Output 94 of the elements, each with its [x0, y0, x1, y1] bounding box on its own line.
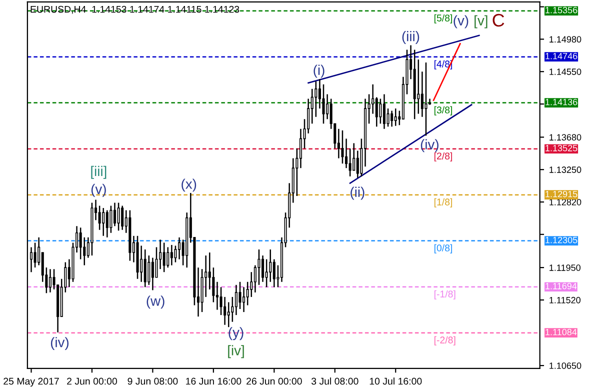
- candlestick: [375, 96, 378, 128]
- y-tick-label: 1.11520: [550, 296, 580, 304]
- candlestick: [272, 258, 276, 288]
- ref-line-label: 1.12305: [546, 236, 578, 244]
- x-tick-label: 16 Jun 16:00: [186, 378, 242, 385]
- candlestick: [314, 80, 318, 118]
- candlestick: [174, 245, 177, 263]
- candlestick: [170, 244, 173, 266]
- annotation: [-2/8]: [434, 336, 456, 346]
- annotation: [iii]: [91, 166, 106, 179]
- candlestick: [148, 254, 150, 286]
- annotation: C: [492, 14, 504, 27]
- candlestick: [121, 205, 124, 230]
- candlestick: [234, 284, 238, 316]
- candlestick: [231, 296, 234, 322]
- candlestick: [162, 242, 166, 273]
- annotation: [3/8]: [434, 106, 452, 116]
- y-tick-label: 1.10650: [550, 362, 582, 369]
- x-tick-label: 26 Jun 00:00: [246, 378, 302, 385]
- ref-line-label: 1.15356: [546, 6, 578, 14]
- annotation: [v]: [474, 15, 488, 28]
- x-tick-label: 25 May 2017: [4, 378, 59, 387]
- x-tick-label: 10 Jul 16:00: [370, 378, 422, 385]
- candlestick: [417, 58, 420, 114]
- candlestick: [386, 108, 390, 128]
- candlestick: [246, 281, 249, 306]
- annotation: (x): [182, 178, 196, 192]
- y-tick-label: 1.14980: [550, 36, 582, 43]
- candlestick: [216, 281, 218, 310]
- annotation: [0/8]: [434, 244, 452, 254]
- ref-line-label: 1.14746: [546, 52, 578, 60]
- ref-line-label: 1.11084: [546, 328, 577, 336]
- y-tick-label: 1.14550: [550, 68, 582, 75]
- annotation: [1/8]: [434, 198, 452, 208]
- y-tick-label: 1.13250: [550, 166, 582, 173]
- candlestick: [341, 130, 344, 164]
- annotation: [2/8]: [434, 152, 452, 162]
- candlestick: [269, 248, 272, 283]
- candlestick: [110, 205, 112, 234]
- candlestick: [394, 108, 397, 126]
- annotation: (v): [91, 184, 106, 197]
- annotation: [iv]: [228, 345, 244, 358]
- candlestick: [424, 62, 428, 136]
- candlestick: [420, 70, 424, 118]
- annotation: (v): [454, 15, 468, 28]
- candlestick: [106, 210, 108, 238]
- candlestick: [98, 205, 101, 230]
- candlestick: [140, 245, 143, 283]
- x-tick-label: 9 Jun 08:00: [128, 378, 178, 385]
- candlestick: [113, 202, 116, 227]
- candlestick: [79, 226, 82, 260]
- x-tick-label: 3 Jul 08:00: [311, 378, 358, 385]
- candlestick: [117, 202, 120, 232]
- annotation: [-1/8]: [434, 290, 456, 300]
- candlestick: [326, 94, 329, 120]
- ref-line-label: 1.14136: [546, 98, 578, 106]
- candlestick: [250, 271, 253, 298]
- ref-line-label: 1.11694: [546, 282, 577, 290]
- chart-title: EURUSD,H4 1.14153 1.14174 1.14115 1.14123: [30, 6, 240, 14]
- candlestick: [144, 248, 146, 288]
- candlestick: [382, 94, 386, 130]
- candlestick: [372, 84, 374, 114]
- candlestick: [166, 246, 170, 268]
- candlestick: [299, 128, 302, 169]
- candlestick: [262, 254, 264, 283]
- candlestick: [428, 98, 432, 106]
- annotation: (w): [146, 296, 164, 309]
- candlestick: [345, 138, 348, 169]
- annotation: (ii): [350, 186, 364, 200]
- candlestick: [224, 296, 226, 326]
- candlestick: [151, 257, 154, 291]
- candlestick: [379, 98, 382, 124]
- candlestick: [83, 236, 86, 266]
- candlestick: [390, 110, 394, 128]
- x-tick-label: 2 Jun 00:00: [67, 378, 118, 385]
- candlestick: [178, 236, 181, 260]
- candlestick: [102, 207, 105, 237]
- candlestick: [227, 302, 230, 328]
- candlestick: [34, 242, 36, 268]
- candlestick: [30, 246, 33, 273]
- annotation: [5/8]: [434, 14, 452, 24]
- annotation: (i): [314, 64, 324, 78]
- ref-line-label: 1.13525: [546, 144, 578, 152]
- candlestick: [242, 286, 246, 313]
- candlestick: [352, 142, 356, 171]
- annotation: (iv): [50, 337, 69, 350]
- ref-line-label: 1.12915: [546, 190, 578, 198]
- y-tick-label: 1.11950: [550, 264, 580, 271]
- candlestick: [238, 281, 242, 310]
- candlestick: [48, 268, 52, 294]
- candlestick: [356, 150, 359, 178]
- y-tick-label: 1.13680: [550, 134, 582, 141]
- candlestick: [348, 148, 352, 177]
- annotation: (iii): [402, 31, 420, 44]
